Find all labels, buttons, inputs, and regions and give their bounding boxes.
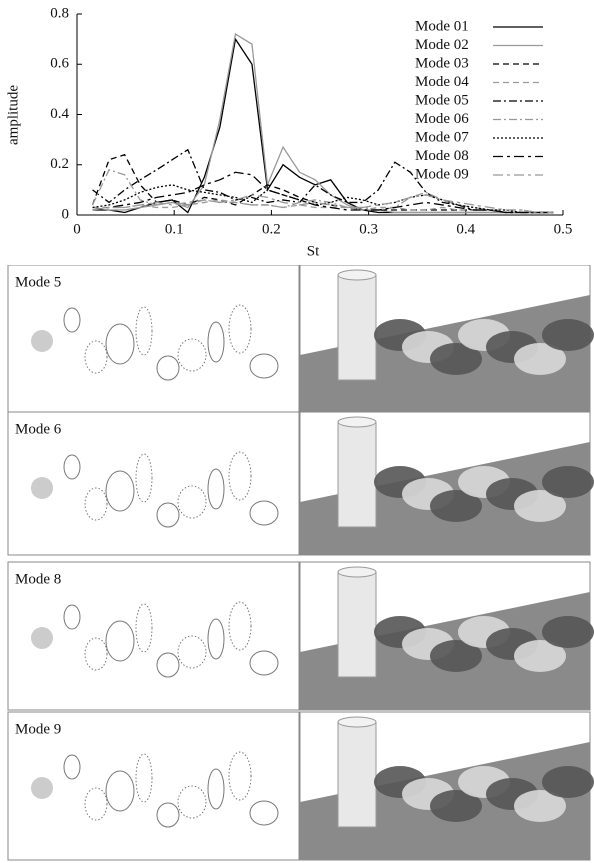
vortex-blob xyxy=(542,766,594,798)
figure: St amplitude 0 0.1 0.2 0.3 0.4 0.5 0 0.2 0.4 0.6 0… xyxy=(0,0,594,863)
legend-label: Mode 08 xyxy=(415,148,469,164)
x-tick-label: 0.4 xyxy=(456,221,475,237)
panel-label: Mode 5 xyxy=(15,274,61,290)
cylinder-section xyxy=(31,330,53,352)
y-tick-label: 0.8 xyxy=(50,5,69,21)
vortex-blob xyxy=(542,616,594,648)
panel-label: Mode 9 xyxy=(15,721,61,737)
x-tick-label: 0.5 xyxy=(554,221,573,237)
vortex-blob xyxy=(542,466,594,498)
cylinder-section xyxy=(31,627,53,649)
panel-label: Mode 6 xyxy=(15,421,62,437)
y-axis-label: amplitude xyxy=(5,85,21,145)
series-line xyxy=(93,185,554,213)
cylinder xyxy=(338,722,376,827)
x-tick-label: 0.3 xyxy=(359,221,378,237)
legend-label: Mode 02 xyxy=(415,37,469,53)
y-tick-label: 0 xyxy=(62,206,70,222)
cylinder xyxy=(338,422,376,527)
cylinder xyxy=(338,275,376,380)
cylinder-section xyxy=(31,777,53,799)
chart: St amplitude 0 0.1 0.2 0.3 0.4 0.5 0 0.2 0.4 0.6 0… xyxy=(0,0,594,265)
x-axis-label: St xyxy=(307,243,320,259)
legend-label: Mode 04 xyxy=(415,74,469,90)
series-line xyxy=(93,34,554,212)
cylinder-section xyxy=(31,477,53,499)
panels: Mode 5 Mode 6 Mode 8 Mode 9 xyxy=(0,265,594,863)
cylinder-top xyxy=(338,567,376,577)
x-tick-label: 0.2 xyxy=(262,221,281,237)
legend-label: Mode 07 xyxy=(415,129,469,145)
series-line xyxy=(93,170,554,213)
vortex-blob xyxy=(542,319,594,351)
legend-label: Mode 09 xyxy=(415,166,469,182)
cylinder-top xyxy=(338,270,376,280)
legend-label: Mode 01 xyxy=(415,18,469,34)
legend-label: Mode 06 xyxy=(415,111,469,127)
legend-label: Mode 05 xyxy=(415,92,469,108)
x-tick-label: 0.1 xyxy=(165,221,184,237)
cylinder-top xyxy=(338,417,376,427)
cylinder-top xyxy=(338,717,376,727)
panel-label: Mode 8 xyxy=(15,571,61,587)
cylinder xyxy=(338,572,376,677)
y-tick-label: 0.6 xyxy=(50,56,69,72)
y-tick-label: 0.4 xyxy=(50,106,69,122)
series-line xyxy=(93,172,554,212)
legend-label: Mode 03 xyxy=(415,55,469,71)
y-tick-label: 0.2 xyxy=(50,156,69,172)
x-tick-label: 0 xyxy=(73,221,81,237)
